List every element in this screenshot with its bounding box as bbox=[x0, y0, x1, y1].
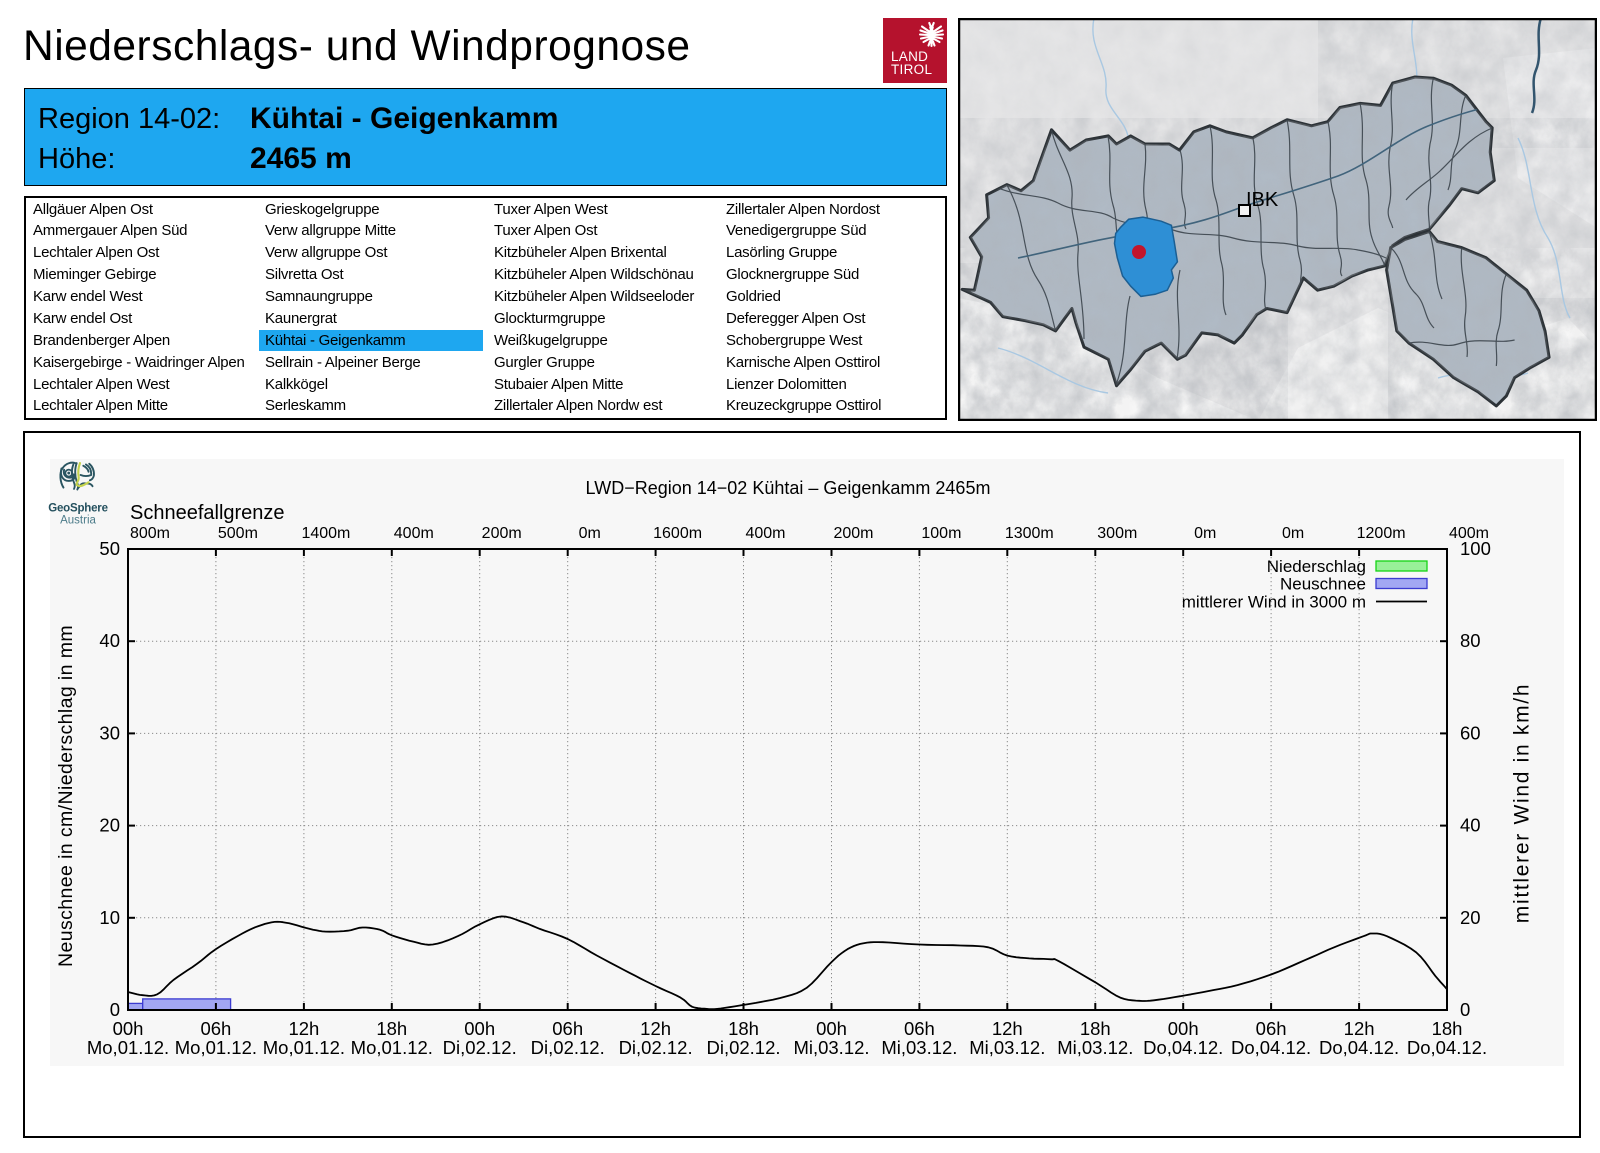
svg-text:500m: 500m bbox=[218, 525, 258, 542]
svg-text:400m: 400m bbox=[745, 525, 785, 542]
svg-text:30: 30 bbox=[99, 722, 120, 743]
svg-text:Austria: Austria bbox=[60, 515, 96, 527]
svg-text:1300m: 1300m bbox=[1005, 525, 1054, 542]
svg-text:20: 20 bbox=[99, 815, 120, 836]
svg-text:Do,04.12.: Do,04.12. bbox=[1231, 1037, 1311, 1058]
svg-text:400m: 400m bbox=[1449, 525, 1489, 542]
svg-text:00h: 00h bbox=[816, 1018, 847, 1039]
svg-text:Mo,01.12.: Mo,01.12. bbox=[175, 1037, 257, 1058]
svg-text:10: 10 bbox=[99, 907, 120, 928]
svg-text:0m: 0m bbox=[1194, 525, 1216, 542]
svg-text:100m: 100m bbox=[921, 525, 961, 542]
svg-text:06h: 06h bbox=[200, 1018, 231, 1039]
svg-text:12h: 12h bbox=[640, 1018, 671, 1039]
svg-text:mittlerer Wind in 3000 m: mittlerer Wind in 3000 m bbox=[1182, 593, 1366, 612]
svg-text:18h: 18h bbox=[1080, 1018, 1111, 1039]
svg-text:18h: 18h bbox=[376, 1018, 407, 1039]
svg-text:0m: 0m bbox=[1282, 525, 1304, 542]
svg-text:Di,02.12.: Di,02.12. bbox=[619, 1037, 693, 1058]
svg-text:Niederschlag: Niederschlag bbox=[1267, 557, 1366, 576]
svg-text:80: 80 bbox=[1460, 630, 1481, 651]
svg-text:06h: 06h bbox=[904, 1018, 935, 1039]
svg-text:Mi,03.12.: Mi,03.12. bbox=[793, 1037, 869, 1058]
svg-text:Mi,03.12.: Mi,03.12. bbox=[969, 1037, 1045, 1058]
svg-text:Mo,01.12.: Mo,01.12. bbox=[263, 1037, 345, 1058]
svg-text:12h: 12h bbox=[992, 1018, 1023, 1039]
svg-text:Mo,01.12.: Mo,01.12. bbox=[87, 1037, 169, 1058]
svg-text:300m: 300m bbox=[1097, 525, 1137, 542]
svg-text:mittlerer Wind in km/h: mittlerer Wind in km/h bbox=[1511, 683, 1534, 923]
svg-text:200m: 200m bbox=[482, 525, 522, 542]
svg-text:GeoSphere: GeoSphere bbox=[48, 503, 108, 515]
svg-text:Do,04.12.: Do,04.12. bbox=[1319, 1037, 1399, 1058]
svg-text:IBK: IBK bbox=[1246, 189, 1279, 211]
svg-text:0: 0 bbox=[110, 999, 120, 1020]
svg-text:Schneefallgrenze: Schneefallgrenze bbox=[130, 502, 285, 524]
svg-text:800m: 800m bbox=[130, 525, 170, 542]
svg-text:LWD−Region 14−02 Kühtai – Geig: LWD−Region 14−02 Kühtai – Geigenkamm 246… bbox=[586, 478, 991, 498]
svg-text:1200m: 1200m bbox=[1357, 525, 1406, 542]
svg-text:50: 50 bbox=[99, 538, 120, 559]
svg-text:0m: 0m bbox=[579, 525, 601, 542]
svg-text:Do,04.12.: Do,04.12. bbox=[1407, 1037, 1487, 1058]
svg-text:Neuschnee: Neuschnee bbox=[1280, 575, 1366, 594]
svg-text:12h: 12h bbox=[1344, 1018, 1375, 1039]
svg-text:100: 100 bbox=[1460, 538, 1491, 559]
svg-text:00h: 00h bbox=[113, 1018, 144, 1039]
svg-text:Neuschnee in cm/Niederschlag i: Neuschnee in cm/Niederschlag in mm bbox=[55, 625, 77, 967]
svg-text:Mi,03.12.: Mi,03.12. bbox=[1057, 1037, 1133, 1058]
svg-text:1400m: 1400m bbox=[301, 525, 350, 542]
svg-text:06h: 06h bbox=[552, 1018, 583, 1039]
svg-text:Di,02.12.: Di,02.12. bbox=[706, 1037, 780, 1058]
svg-text:40: 40 bbox=[99, 630, 120, 651]
svg-text:00h: 00h bbox=[1168, 1018, 1199, 1039]
svg-text:00h: 00h bbox=[464, 1018, 495, 1039]
svg-text:40: 40 bbox=[1460, 815, 1481, 836]
svg-text:Mo,01.12.: Mo,01.12. bbox=[351, 1037, 433, 1058]
svg-text:0: 0 bbox=[1460, 999, 1470, 1020]
svg-text:20: 20 bbox=[1460, 907, 1481, 928]
svg-text:1600m: 1600m bbox=[653, 525, 702, 542]
svg-text:06h: 06h bbox=[1256, 1018, 1287, 1039]
svg-text:Di,02.12.: Di,02.12. bbox=[443, 1037, 517, 1058]
svg-text:200m: 200m bbox=[833, 525, 873, 542]
svg-text:60: 60 bbox=[1460, 722, 1481, 743]
svg-text:Mi,03.12.: Mi,03.12. bbox=[881, 1037, 957, 1058]
svg-text:12h: 12h bbox=[288, 1018, 319, 1039]
svg-text:18h: 18h bbox=[728, 1018, 759, 1039]
svg-text:Di,02.12.: Di,02.12. bbox=[531, 1037, 605, 1058]
svg-text:Do,04.12.: Do,04.12. bbox=[1143, 1037, 1223, 1058]
svg-text:18h: 18h bbox=[1432, 1018, 1463, 1039]
svg-text:400m: 400m bbox=[394, 525, 434, 542]
